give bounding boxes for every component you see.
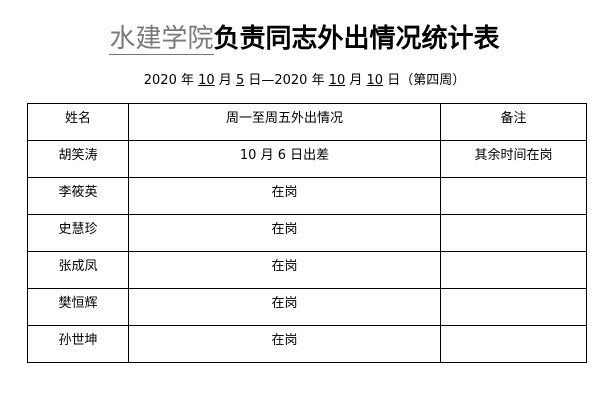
header-row: 姓名 周一至周五外出情况 备注 [27, 103, 587, 141]
cell-name: 张成凤 [27, 251, 129, 289]
label: 日— [244, 73, 275, 88]
page-title: 水建学院负责同志外出情况统计表 [0, 18, 609, 55]
cell-name: 史慧珍 [27, 214, 129, 252]
table-row: 张成凤 在岗 [27, 251, 587, 289]
header-name: 姓名 [27, 103, 129, 141]
table-row: 樊恒辉 在岗 [27, 288, 587, 326]
start-year: 2020 [143, 73, 177, 88]
label: 年 [307, 73, 329, 88]
cell-name: 樊恒辉 [27, 288, 129, 326]
cell-status: 在岗 [128, 288, 441, 326]
cell-remarks [440, 251, 587, 289]
header-remarks: 备注 [440, 103, 587, 141]
cell-name: 孙世坤 [27, 325, 129, 363]
end-day: 10 [366, 73, 384, 88]
cell-remarks [440, 214, 587, 252]
label: 月 [345, 73, 367, 88]
label: 月 [214, 73, 236, 88]
label: 年 [176, 73, 199, 88]
cell-remarks: 其余时间在岗 [440, 140, 587, 178]
cell-remarks [440, 177, 587, 215]
week-label: （第四周） [400, 73, 466, 88]
absence-table: 姓名 周一至周五外出情况 备注 胡笑涛 10 月 6 日出差 其余时间在岗 李筱英 在岗… [27, 103, 587, 363]
header-status: 周一至周五外出情况 [128, 103, 441, 141]
cell-name: 胡笑涛 [27, 140, 129, 178]
end-year: 2020 [274, 73, 308, 88]
cell-status: 在岗 [128, 251, 441, 289]
cell-remarks [440, 288, 587, 326]
date-range: 2020 年 10 月 5 日—2020 年 10 月 10 日（第四周） [0, 69, 609, 88]
start-month: 10 [198, 73, 215, 88]
table-row: 史慧珍 在岗 [27, 214, 587, 252]
org-name: 水建学院 [109, 24, 214, 55]
table-row: 胡笑涛 10 月 6 日出差 其余时间在岗 [27, 140, 587, 178]
cell-status: 在岗 [128, 177, 441, 215]
table-row: 孙世坤 在岗 [27, 325, 587, 363]
label: 日 [383, 73, 401, 88]
cell-name: 李筱英 [27, 177, 129, 215]
cell-remarks [440, 325, 587, 363]
title-rest: 负责同志外出情况统计表 [213, 24, 500, 54]
cell-status: 在岗 [128, 214, 441, 252]
cell-status: 10 月 6 日出差 [128, 140, 441, 178]
start-day: 5 [235, 73, 245, 88]
cell-status: 在岗 [128, 325, 441, 363]
end-month: 10 [328, 73, 346, 88]
table-row: 李筱英 在岗 [27, 177, 587, 215]
